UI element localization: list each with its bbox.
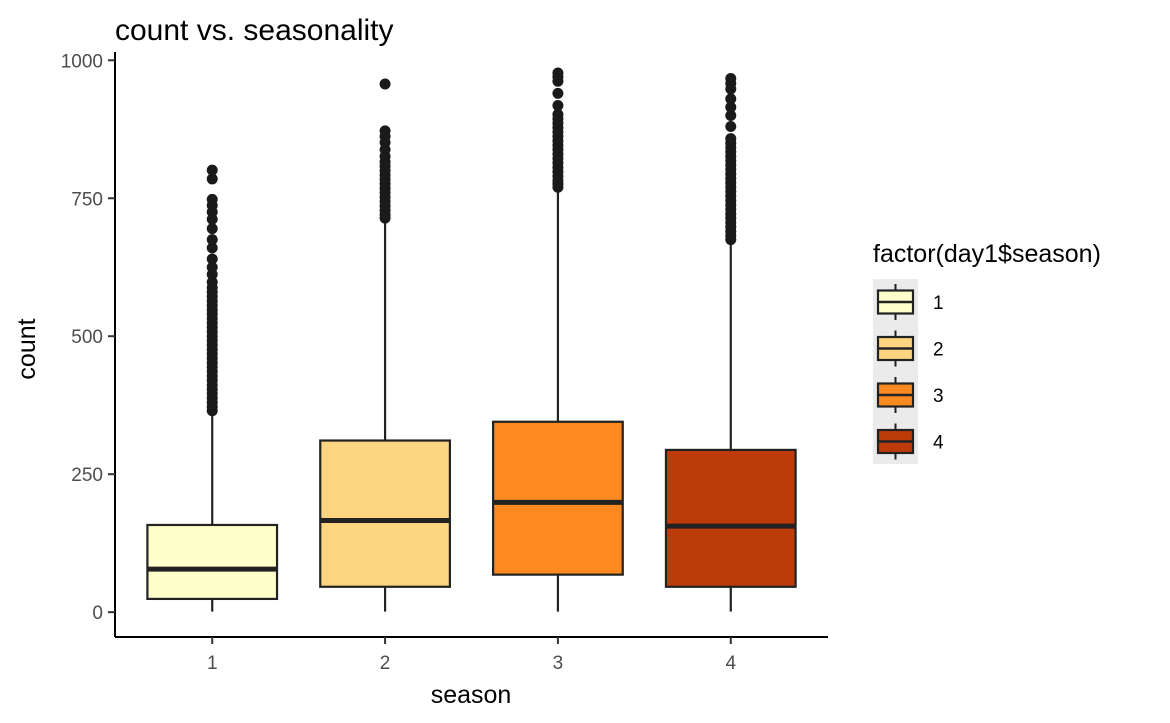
box-body [319, 439, 451, 588]
outlier-point [552, 108, 564, 120]
outlier-point [552, 87, 564, 99]
legend-label: 1 [933, 293, 944, 314]
x-tick-label: 1 [207, 653, 218, 674]
box-season-4 [664, 72, 797, 612]
y-tick-label: 0 [92, 603, 103, 624]
x-tick-label: 2 [380, 653, 391, 674]
outlier-point [206, 276, 218, 288]
outlier-point [725, 121, 737, 133]
outlier-point [206, 193, 218, 205]
outlier-point [206, 223, 218, 235]
chart-title: count vs. seasonality [115, 14, 393, 47]
x-tick-label: 3 [553, 653, 564, 674]
y-axis: 0 250 500 750 1000 [61, 51, 116, 637]
outlier-point [725, 93, 737, 105]
y-tick-label: 1000 [61, 51, 103, 72]
outlier-point [552, 100, 564, 112]
box-body [492, 420, 624, 576]
outlier-point [206, 173, 218, 185]
y-tick-label: 500 [71, 327, 103, 348]
y-axis-title: count [13, 318, 41, 379]
box-body [664, 448, 797, 588]
outlier-point [725, 101, 737, 113]
legend-label: 2 [933, 340, 944, 361]
boxplot-series [146, 67, 797, 612]
box-season-1 [146, 164, 279, 612]
outlier-point [206, 164, 218, 176]
outlier-point [725, 72, 737, 84]
outlier-point [206, 253, 218, 265]
legend-title: factor(day1$season) [873, 240, 1101, 268]
outlier-point [206, 242, 218, 254]
box-body [146, 523, 279, 601]
x-axis-title: season [431, 681, 512, 709]
legend: factor(day1$season) 1 2 3 4 [873, 240, 1101, 464]
outlier-point [379, 78, 391, 90]
outlier-point [725, 109, 737, 121]
y-tick-label: 250 [71, 465, 103, 486]
outlier-point [206, 234, 218, 246]
legend-item-1: 1 [876, 284, 944, 320]
box-season-2 [319, 78, 451, 612]
outlier-point [552, 67, 564, 79]
legend-item-2: 2 [876, 330, 944, 367]
x-axis: 1 2 3 4 [115, 636, 828, 674]
outlier-point [725, 133, 737, 145]
outlier-point [379, 125, 391, 137]
legend-label: 3 [933, 386, 944, 407]
box-season-3 [492, 67, 624, 612]
outlier-point [206, 261, 218, 273]
legend-item-3: 3 [876, 377, 944, 413]
legend-item-4: 4 [876, 423, 944, 460]
x-tick-label: 4 [725, 653, 736, 674]
legend-label: 4 [933, 433, 944, 454]
y-tick-label: 750 [71, 189, 103, 210]
